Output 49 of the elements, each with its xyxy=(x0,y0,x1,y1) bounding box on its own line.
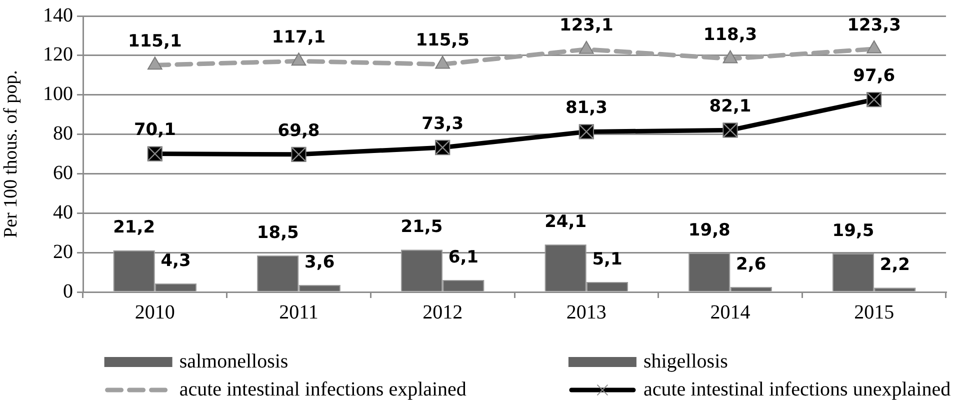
y-tick-label: 100 xyxy=(43,83,73,106)
legend-label: salmonellosis xyxy=(179,350,288,372)
legend-label: acute intestinal infections explained xyxy=(179,378,466,400)
data-label: 115,1 xyxy=(128,32,182,52)
point xyxy=(866,40,882,54)
y-tick-label: 140 xyxy=(43,4,73,26)
data-label: 115,5 xyxy=(416,30,470,51)
data-label: 18,5 xyxy=(256,222,299,243)
y-tick-label: 60 xyxy=(53,162,73,184)
data-label: 123,3 xyxy=(847,15,901,36)
data-label: 3,6 xyxy=(304,252,335,272)
data-label: 70,1 xyxy=(134,120,176,140)
data-label: 19,5 xyxy=(832,220,874,241)
data-label: 5,1 xyxy=(592,249,622,270)
data-label: 97,6 xyxy=(853,66,896,86)
point xyxy=(291,52,306,66)
y-tick-label: 0 xyxy=(63,280,73,302)
x-tick-label: 2010 xyxy=(134,301,175,324)
y-tick-label: 20 xyxy=(53,240,73,263)
data-label: 117,1 xyxy=(272,28,326,48)
x-tick-label: 2012 xyxy=(422,301,463,324)
x-tick-label: 2013 xyxy=(566,301,606,324)
point xyxy=(147,56,162,70)
data-label: 21,2 xyxy=(113,218,156,238)
y-tick-label: 120 xyxy=(43,44,73,66)
x-tick-label: 2011 xyxy=(279,301,318,324)
data-label: 118,3 xyxy=(703,25,758,46)
data-label: 81,3 xyxy=(565,98,608,118)
data-label: 2,6 xyxy=(736,254,766,274)
data-label: 69,8 xyxy=(278,120,320,141)
data-label: 6,1 xyxy=(448,247,478,268)
data-label: 4,3 xyxy=(160,250,191,271)
x-tick-label: 2015 xyxy=(854,301,894,324)
x-tick-label: 2014 xyxy=(710,301,750,324)
legend-label: acute intestinal infections unexplained xyxy=(643,378,951,400)
data-label: 24,1 xyxy=(544,212,587,232)
data-label: 2,2 xyxy=(880,255,910,276)
point xyxy=(578,40,594,54)
legend-label: shigellosis xyxy=(643,350,728,372)
data-label: 21,5 xyxy=(400,217,443,238)
data-label: 73,3 xyxy=(422,114,464,134)
point xyxy=(435,56,450,69)
data-label: 82,1 xyxy=(709,96,752,117)
point xyxy=(722,50,738,64)
data-label: 123,1 xyxy=(560,16,614,36)
y-tick-label: 80 xyxy=(53,122,73,145)
y-tick-label: 40 xyxy=(53,201,73,224)
y-axis-title: Per 100 thous. of pop. xyxy=(0,70,22,238)
data-label: 19,8 xyxy=(688,220,730,240)
